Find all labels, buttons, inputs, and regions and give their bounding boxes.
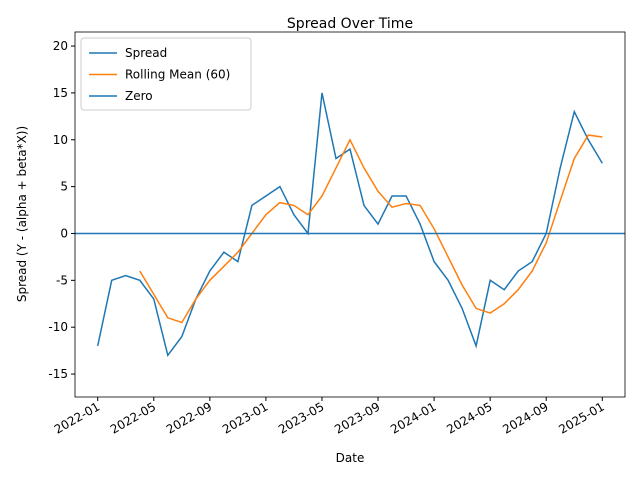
legend-label: Zero [125,89,153,103]
x-axis-label: Date [336,451,365,465]
x-tick-label: 2023-09 [332,399,382,436]
legend-label: Rolling Mean (60) [125,68,230,82]
x-tick-label: 2024-05 [444,399,494,436]
y-tick-label: 0 [60,226,68,240]
series-line [96,92,603,358]
legend-box [80,37,252,111]
chart-title: Spread Over Time [287,16,413,32]
series-line [139,134,603,324]
x-tick-label: 2022-01 [52,399,102,436]
y-axis-label: Spread (Y - (alpha + beta*X)) [15,126,29,302]
legend-label: Spread [125,46,167,60]
y-tick-label: 10 [53,133,68,147]
x-tick-label: 2023-05 [276,399,326,436]
x-tick-label: 2025-01 [556,399,606,436]
plot-frame [74,31,626,398]
y-tick-label: 5 [60,180,68,194]
y-tick-label: -10 [48,320,68,334]
x-tick-label: 2023-01 [220,399,270,436]
x-tick-label: 2022-09 [164,399,214,436]
y-tick-label: -15 [48,367,68,381]
y-tick-label: 15 [53,86,68,100]
y-tick-label: -5 [56,273,68,287]
x-tick-label: 2022-05 [108,399,158,436]
x-tick-label: 2024-01 [388,399,438,436]
x-tick-label: 2024-09 [500,399,550,436]
y-tick-label: 20 [53,39,68,53]
